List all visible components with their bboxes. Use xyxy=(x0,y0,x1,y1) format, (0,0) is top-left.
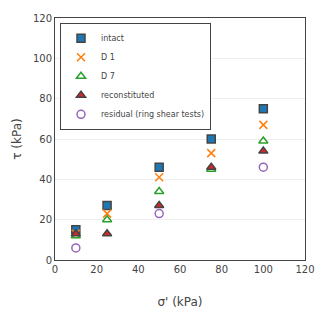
svg-text:σ' (kPa): σ' (kPa) xyxy=(157,295,202,309)
svg-text:40: 40 xyxy=(132,264,145,275)
svg-text:60: 60 xyxy=(174,264,187,275)
svg-text:40: 40 xyxy=(39,174,52,185)
svg-text:D 1: D 1 xyxy=(101,53,115,62)
svg-text:D 7: D 7 xyxy=(101,72,115,81)
svg-text:intact: intact xyxy=(101,34,124,43)
svg-text:τ (kPa): τ (kPa) xyxy=(10,118,24,159)
svg-text:80: 80 xyxy=(215,264,228,275)
svg-text:80: 80 xyxy=(39,93,52,104)
svg-text:20: 20 xyxy=(90,264,103,275)
svg-text:0: 0 xyxy=(52,264,58,275)
svg-text:120: 120 xyxy=(295,264,314,275)
svg-text:reconstituted: reconstituted xyxy=(101,91,154,100)
svg-text:100: 100 xyxy=(254,264,273,275)
svg-text:residual (ring shear tests): residual (ring shear tests) xyxy=(101,110,204,119)
svg-text:60: 60 xyxy=(39,134,52,145)
svg-text:0: 0 xyxy=(46,255,52,266)
svg-text:120: 120 xyxy=(33,13,52,24)
svg-text:100: 100 xyxy=(33,53,52,64)
svg-text:20: 20 xyxy=(39,214,52,225)
